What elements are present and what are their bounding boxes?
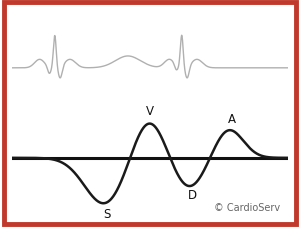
Text: S: S [103, 207, 111, 220]
Text: D: D [188, 188, 197, 201]
Text: A: A [227, 113, 236, 126]
Text: © CardioServ: © CardioServ [214, 202, 280, 212]
Text: V: V [146, 104, 154, 117]
